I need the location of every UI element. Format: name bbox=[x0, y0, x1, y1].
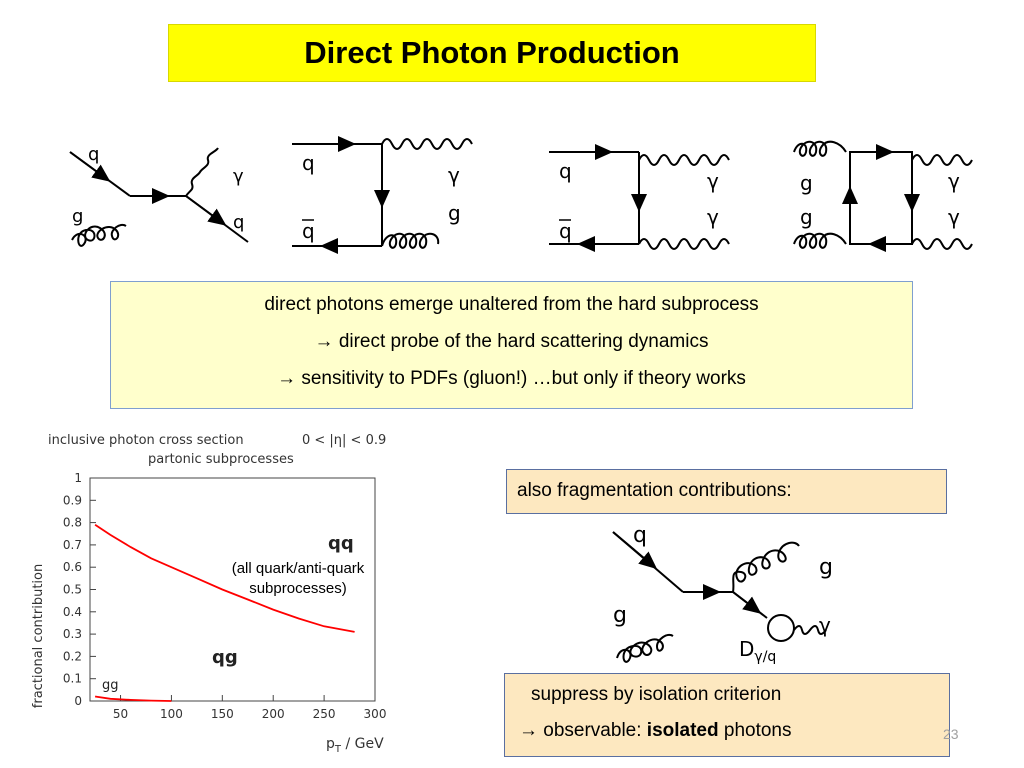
x-tick-label: 150 bbox=[211, 707, 234, 721]
x-tick-label: 250 bbox=[313, 707, 336, 721]
x-tick-label: 300 bbox=[364, 707, 387, 721]
arrow-icon: → bbox=[314, 331, 334, 352]
label-g-2: g bbox=[800, 205, 813, 229]
label-qbar: q bbox=[302, 219, 315, 243]
y-tick-label: 1 bbox=[74, 471, 82, 485]
summary-line-2: → direct probe of the hard scattering dy… bbox=[314, 331, 709, 352]
y-tick-label: 0.1 bbox=[63, 672, 82, 686]
arrow-icon: → bbox=[519, 720, 538, 741]
isolation-box: suppress by isolation criterion → observ… bbox=[504, 673, 950, 757]
chart-subtitle: partonic subprocesses bbox=[148, 452, 294, 467]
chart-title-eta: 0 < |η| < 0.9 bbox=[302, 433, 386, 448]
y-tick-label: 0.9 bbox=[63, 493, 82, 507]
label-g-in: g bbox=[613, 603, 627, 628]
feynman-diagram-fragmentation: q g g γ Dγ/q bbox=[612, 523, 833, 665]
region-label-gg: gg bbox=[102, 678, 119, 693]
label-gamma-2: γ bbox=[707, 205, 719, 229]
fragmentation-box: also fragmentation contributions: bbox=[506, 469, 947, 514]
label-gamma-2: γ bbox=[948, 205, 960, 229]
y-tick-label: 0.7 bbox=[63, 538, 82, 552]
slide-number: 23 bbox=[943, 726, 959, 742]
label-q: q bbox=[559, 159, 572, 183]
series-line-qg bbox=[94, 524, 355, 633]
fragmentation-text: also fragmentation contributions: bbox=[517, 480, 792, 501]
y-tick-label: 0.2 bbox=[63, 649, 82, 663]
feynman-diagram-box: g g γ γ bbox=[793, 140, 973, 252]
summary-line-1: direct photons emerge unaltered from the… bbox=[264, 294, 759, 315]
direct-photon-summary-box: direct photons emerge unaltered from the… bbox=[110, 281, 913, 409]
label-gamma: γ bbox=[233, 166, 244, 187]
label-qbar: q bbox=[559, 219, 572, 243]
label-q: q bbox=[302, 151, 315, 175]
label-g-1: g bbox=[800, 171, 813, 195]
x-axis-label: pT / GeV bbox=[326, 736, 384, 755]
summary-line-3: → sensitivity to PDFs (gluon!) …but only… bbox=[277, 368, 746, 389]
label-q: q bbox=[633, 523, 647, 548]
series-line-gg bbox=[94, 695, 172, 702]
arrow-icon: → bbox=[277, 368, 297, 389]
region-label-qq: qq bbox=[328, 533, 354, 554]
slide-title: Direct Photon Production bbox=[304, 35, 680, 70]
slide-title-box: Direct Photon Production bbox=[168, 24, 816, 82]
label-gamma-1: γ bbox=[707, 169, 719, 193]
isolation-line-2: → observable: isolated photons bbox=[519, 720, 792, 741]
feynman-diagram-diphoton: q q γ γ bbox=[549, 144, 730, 252]
label-g: g bbox=[448, 201, 461, 225]
x-tick-label: 100 bbox=[160, 707, 183, 721]
y-axis-label: fractional contribution bbox=[31, 564, 46, 708]
y-tick-label: 0.5 bbox=[63, 583, 82, 597]
fractional-contribution-chart: inclusive photon cross section 0 < |η| <… bbox=[31, 433, 387, 755]
label-fragmentation-function: Dγ/q bbox=[739, 637, 776, 665]
label-q-out: q bbox=[233, 212, 244, 233]
feynman-diagram-annihilation: q q γ g bbox=[292, 136, 473, 254]
feynman-diagram-compton: q g γ q bbox=[69, 144, 249, 247]
y-tick-label: 0.4 bbox=[63, 605, 82, 619]
chart-series bbox=[94, 524, 355, 702]
region-label-qg: qg bbox=[212, 647, 238, 668]
x-tick-label: 50 bbox=[113, 707, 128, 721]
label-gamma-1: γ bbox=[948, 169, 960, 193]
y-tick-label: 0 bbox=[74, 694, 82, 708]
label-g-out: g bbox=[819, 555, 833, 580]
qq-annotation: (all quark/anti-quark subprocesses) bbox=[231, 560, 365, 597]
label-g-in: g bbox=[72, 206, 83, 227]
label-gamma: γ bbox=[448, 163, 460, 187]
y-tick-label: 0.3 bbox=[63, 627, 82, 641]
y-tick-label: 0.8 bbox=[63, 516, 82, 530]
x-tick-label: 200 bbox=[262, 707, 285, 721]
isolation-line-1: suppress by isolation criterion bbox=[531, 684, 782, 705]
label-gamma: γ bbox=[819, 613, 831, 637]
chart-title: inclusive photon cross section bbox=[48, 433, 244, 448]
y-tick-label: 0.6 bbox=[63, 560, 82, 574]
label-q-in: q bbox=[88, 144, 99, 165]
